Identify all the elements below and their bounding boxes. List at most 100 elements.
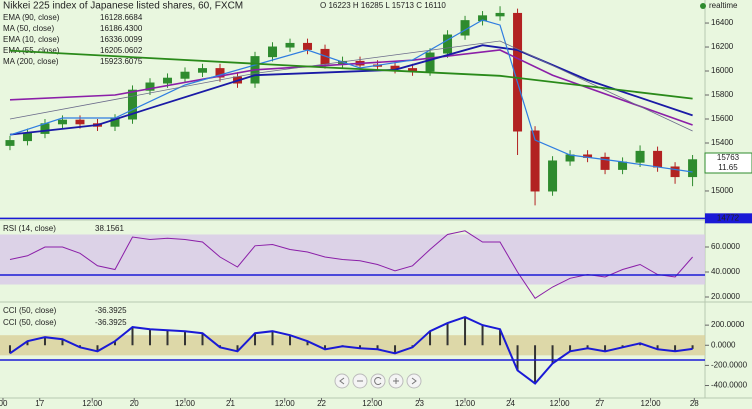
candle-body bbox=[75, 119, 85, 125]
y-tick-label: 60.0000 bbox=[711, 242, 740, 251]
band bbox=[0, 335, 705, 356]
histogram-bar bbox=[254, 333, 257, 346]
histogram-bar bbox=[43, 337, 46, 346]
candle-body bbox=[285, 42, 295, 48]
y-tick-label: 200.0000 bbox=[711, 320, 745, 329]
indicator-line bbox=[9, 40, 693, 132]
x-tick-label: 23 bbox=[415, 399, 424, 408]
candle-body bbox=[145, 82, 155, 91]
x-tick-label: 24 bbox=[506, 399, 515, 408]
candle-body bbox=[443, 34, 453, 54]
candle-body bbox=[127, 89, 137, 120]
candle-body bbox=[390, 65, 400, 70]
price-label: 11.65 bbox=[718, 163, 738, 172]
candle-body bbox=[618, 161, 628, 170]
icon bbox=[393, 378, 399, 384]
legend-label: MA (200, close) bbox=[3, 57, 59, 66]
x-tick-label: 20 bbox=[130, 399, 139, 408]
candle-body bbox=[198, 68, 208, 73]
candle-body bbox=[653, 150, 663, 168]
x-tick-label: 12:00 bbox=[455, 399, 476, 408]
candle-body bbox=[513, 12, 523, 132]
icon bbox=[411, 377, 417, 385]
histogram-bar bbox=[324, 345, 327, 350]
scroll-right[interactable] bbox=[406, 373, 422, 389]
x-tick-label: 21 bbox=[226, 399, 235, 408]
candle-body bbox=[425, 52, 435, 72]
legend-label: EMA (55, close) bbox=[3, 46, 60, 55]
histogram-bar bbox=[96, 345, 99, 352]
histogram-bar bbox=[166, 330, 169, 346]
histogram-bar bbox=[464, 317, 467, 346]
histogram-bar bbox=[534, 345, 537, 384]
indicator-line bbox=[9, 19, 693, 173]
legend-label: CCI (50, close) bbox=[3, 306, 57, 315]
indicator-line bbox=[9, 49, 693, 100]
legend-label: EMA (90, close) bbox=[3, 13, 60, 22]
x-tick-label: 12:00 bbox=[641, 399, 662, 408]
histogram-bar bbox=[26, 341, 29, 346]
x-tick-label: 17 bbox=[35, 399, 44, 408]
legend-value: 16186.4300 bbox=[100, 24, 143, 33]
histogram-bar bbox=[8, 345, 11, 354]
histogram-bar bbox=[394, 345, 397, 354]
y-tick-label: 16400 bbox=[711, 18, 734, 27]
histogram-bar bbox=[148, 329, 151, 346]
histogram-bar bbox=[376, 345, 379, 350]
x-tick-label: 12:00 bbox=[550, 399, 571, 408]
histogram-bar bbox=[184, 331, 187, 346]
candle-body bbox=[303, 42, 313, 50]
x-tick-label: 12:00 bbox=[82, 399, 103, 408]
x-tick-label: 12:00 bbox=[175, 399, 196, 408]
histogram-bar bbox=[201, 333, 204, 346]
histogram-bar bbox=[516, 345, 519, 371]
histogram-bar bbox=[551, 345, 554, 364]
x-tick-label: 12:00 bbox=[275, 399, 296, 408]
y-tick-label: -400.0000 bbox=[711, 381, 748, 390]
histogram-bar bbox=[61, 339, 64, 346]
candle-body bbox=[22, 132, 32, 142]
legend-value: -36.3925 bbox=[95, 306, 127, 315]
y-tick-label: 15400 bbox=[711, 138, 734, 147]
status-label: realtime bbox=[709, 1, 738, 10]
chart-title: Nikkei 225 index of Japanese listed shar… bbox=[3, 1, 243, 12]
histogram-bar bbox=[481, 325, 484, 346]
candle-body bbox=[670, 166, 680, 178]
candle-body bbox=[180, 71, 190, 79]
legend-value: -36.3925 bbox=[95, 318, 127, 327]
status-dot bbox=[700, 3, 706, 9]
y-tick-label: 15600 bbox=[711, 114, 734, 123]
histogram-bar bbox=[499, 329, 502, 346]
histogram-bar bbox=[429, 331, 432, 346]
histogram-bar bbox=[586, 345, 589, 349]
y-tick-label: 16000 bbox=[711, 66, 734, 75]
y-tick-label: 16200 bbox=[711, 42, 734, 51]
histogram-bar bbox=[359, 345, 362, 349]
histogram-bar bbox=[674, 345, 677, 352]
x-tick-label: 12:00 bbox=[362, 399, 383, 408]
y-tick-label: 15800 bbox=[711, 90, 734, 99]
legend-label: MA (50, close) bbox=[3, 24, 54, 33]
histogram-bar bbox=[569, 345, 572, 352]
indicator-line bbox=[9, 230, 693, 299]
candle-body bbox=[548, 160, 558, 192]
histogram-bar bbox=[604, 345, 607, 352]
x-tick-label: 27 bbox=[595, 399, 604, 408]
reset[interactable] bbox=[370, 373, 386, 389]
x-tick-label: 28 bbox=[690, 399, 699, 408]
histogram-bar bbox=[621, 345, 624, 348]
icon bbox=[339, 377, 345, 385]
y-tick-label: 40.0000 bbox=[711, 267, 740, 276]
candle-body bbox=[530, 130, 540, 192]
x-tick-label: 22 bbox=[317, 399, 326, 408]
legend-value: 38.1561 bbox=[95, 224, 124, 233]
nav-buttons[interactable] bbox=[334, 373, 422, 389]
y-tick-label: 0.0000 bbox=[711, 340, 736, 349]
y-tick-label: 20.0000 bbox=[711, 292, 740, 301]
y-tick-label: -200.0000 bbox=[711, 361, 748, 370]
indicator-line bbox=[9, 44, 693, 136]
legend-label: RSI (14, close) bbox=[3, 224, 56, 233]
ohlc-label: O 16223 H 16285 L 15713 C 16110 bbox=[320, 1, 446, 10]
histogram-bar bbox=[691, 345, 694, 349]
scroll-left[interactable] bbox=[334, 373, 350, 389]
